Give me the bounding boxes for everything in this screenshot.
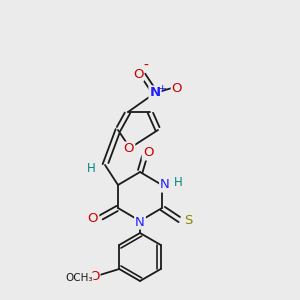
- Text: O: O: [172, 82, 182, 95]
- Text: H: H: [174, 176, 182, 188]
- Text: S: S: [184, 214, 192, 226]
- Text: -: -: [144, 59, 148, 73]
- Text: N: N: [135, 215, 145, 229]
- Text: N: N: [160, 178, 170, 191]
- Text: H: H: [87, 161, 95, 175]
- Text: N: N: [149, 86, 161, 100]
- Text: O: O: [88, 212, 98, 226]
- Text: O: O: [133, 68, 143, 80]
- Text: OCH₃: OCH₃: [65, 273, 93, 283]
- Text: O: O: [89, 271, 100, 284]
- Text: O: O: [124, 142, 134, 155]
- Text: +: +: [157, 84, 167, 94]
- Text: O: O: [143, 146, 153, 160]
